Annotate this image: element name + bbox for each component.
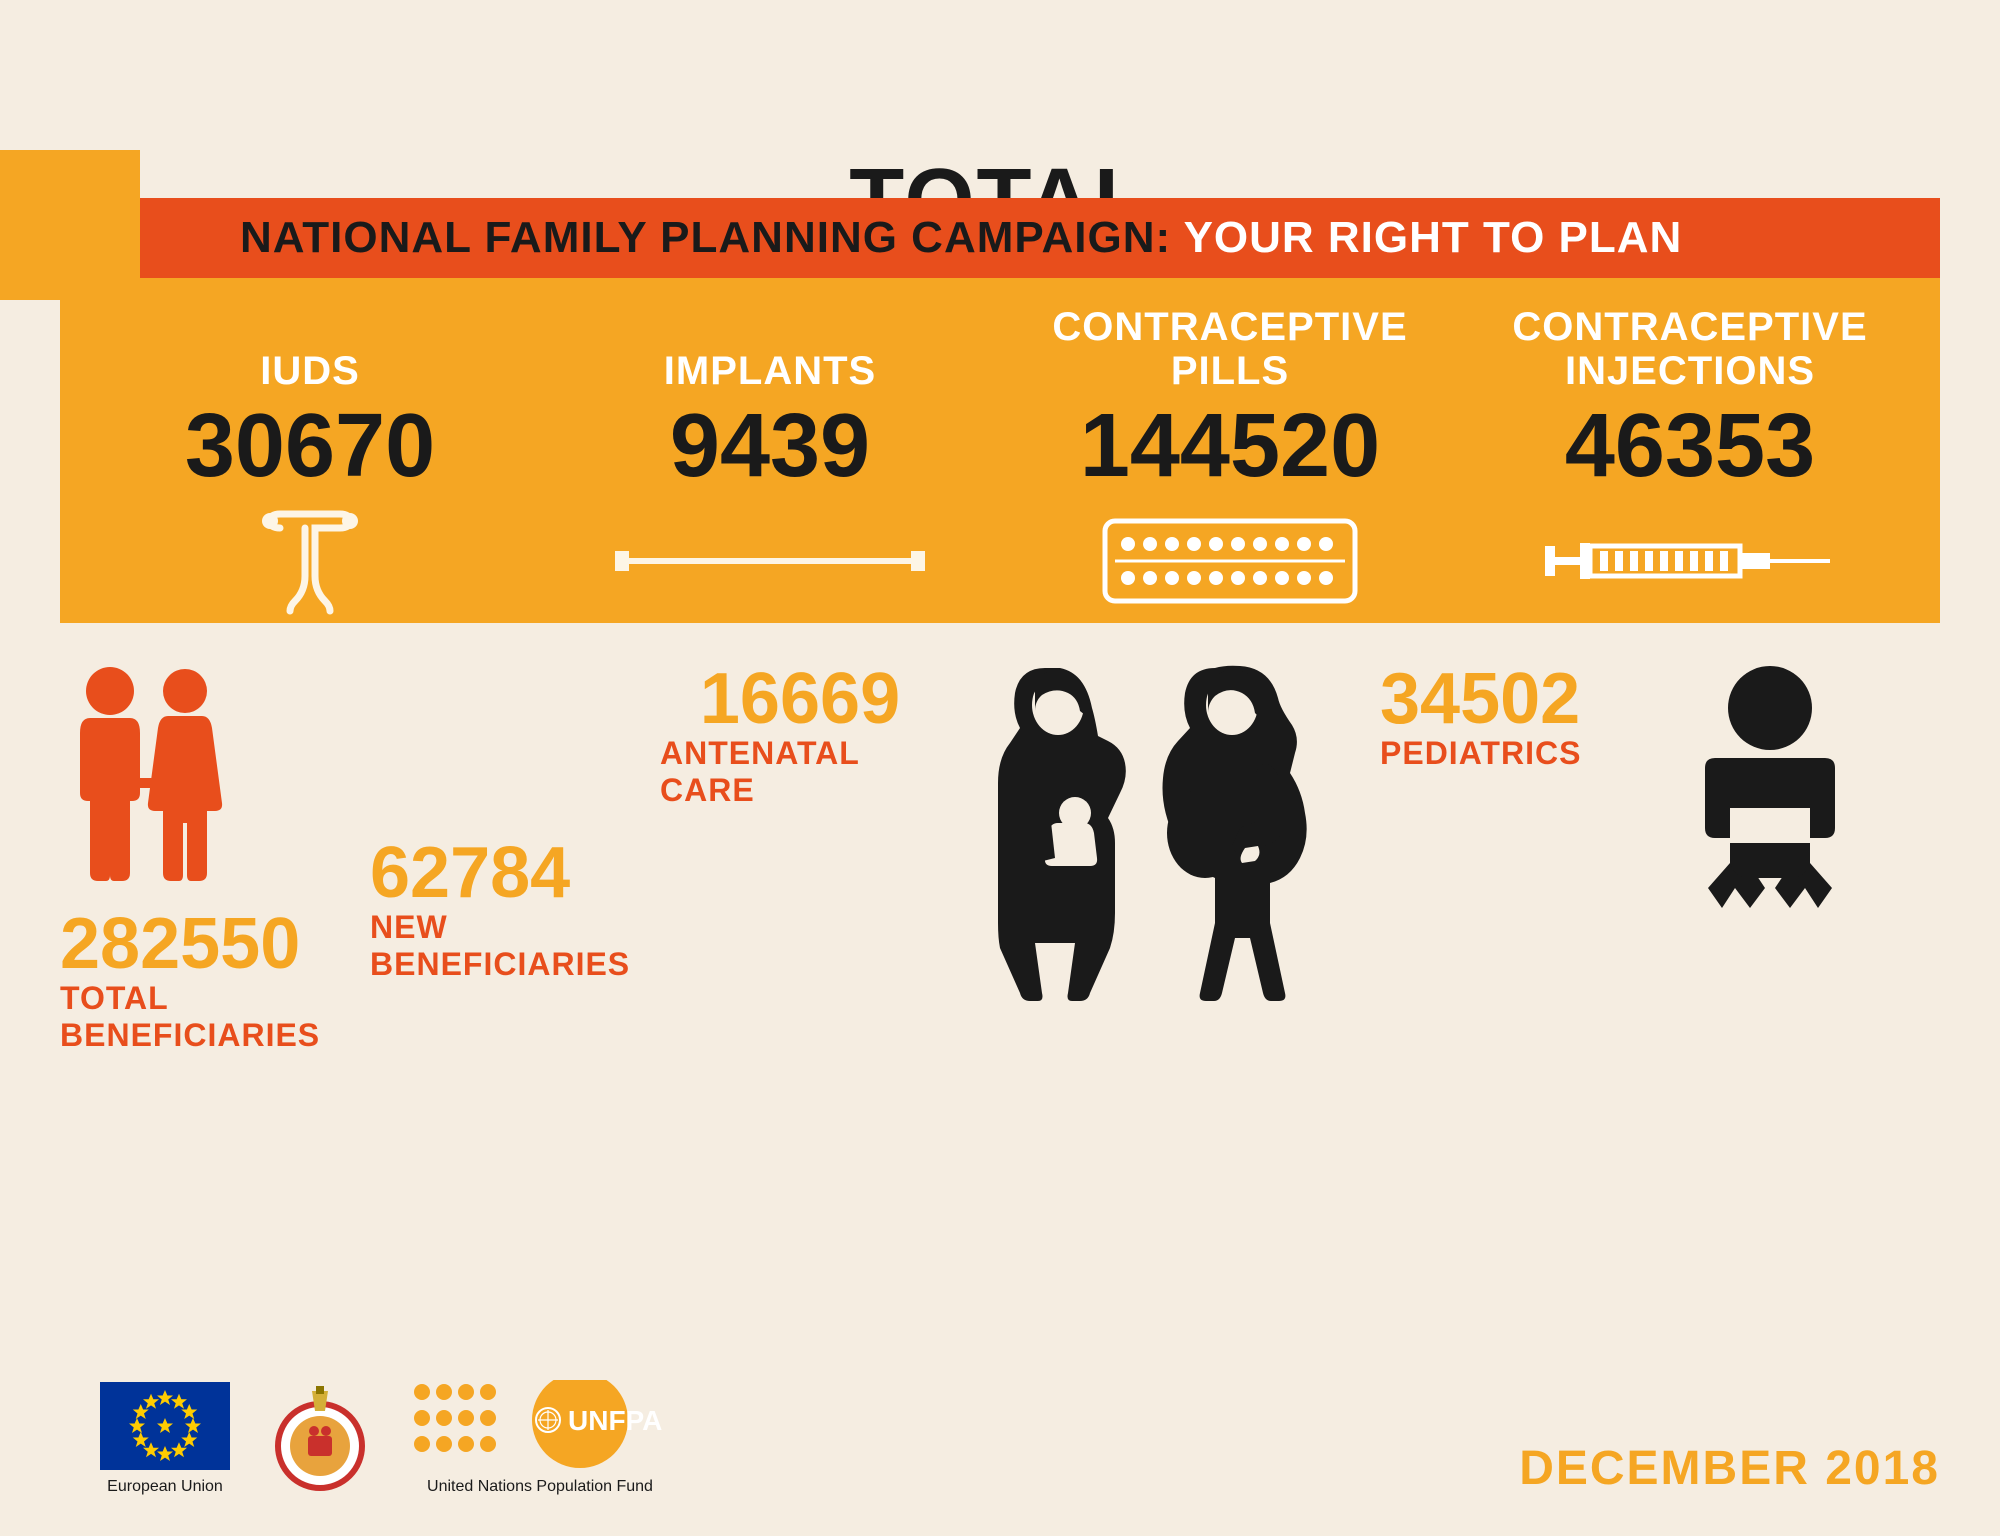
total-beneficiaries-block: 282550 TOTAL BENEFICIARIES <box>60 663 340 1054</box>
couple-icon <box>60 663 240 888</box>
new-beneficiaries-block: 62784 NEW BENEFICIARIES <box>370 663 630 983</box>
total-benef-label: TOTAL BENEFICIARIES <box>60 980 340 1054</box>
antenatal-value: 16669 <box>700 663 900 735</box>
header-part1: NATIONAL FAMILY PLANNING CAMPAIGN: <box>240 213 1184 262</box>
pediatrics-label: PEDIATRICS <box>1380 735 1581 772</box>
new-benef-label: NEW BENEFICIARIES <box>370 909 630 983</box>
unfpa-logo: UNFPA United Nations Population Fund <box>410 1380 670 1496</box>
pediatrics-block: 34502 PEDIATRICS <box>1380 663 1640 772</box>
stat-value: 46353 <box>1460 401 1920 491</box>
stats-band: IUDS 30670 IMPLANTS 9439 CONTRACEPTIVE P… <box>60 273 1940 623</box>
eu-flag-icon <box>100 1382 230 1470</box>
pills-icon <box>1000 511 1460 611</box>
stat-label: IUDS <box>80 303 540 393</box>
eu-logo: European Union <box>100 1382 230 1496</box>
logos-row: European Union <box>100 1380 670 1496</box>
pediatrics-value: 34502 <box>1380 663 1580 735</box>
unfpa-caption: United Nations Population Fund <box>427 1478 653 1496</box>
date-label: DECEMBER 2018 <box>1519 1441 1940 1496</box>
stat-value: 144520 <box>1000 401 1460 491</box>
header-part2: YOUR RIGHT TO PLAN <box>1184 213 1683 262</box>
stat-injections: CONTRACEPTIVE INJECTIONS 46353 <box>1460 303 1920 611</box>
pregnant-women-icon <box>970 663 1350 1003</box>
antenatal-block: 16669 ANTENATAL CARE <box>660 663 940 809</box>
total-benef-value: 282550 <box>60 908 300 980</box>
iud-icon <box>80 511 540 611</box>
implant-icon <box>540 511 1000 611</box>
stat-label: CONTRACEPTIVE PILLS <box>1000 303 1460 393</box>
footer: European Union <box>100 1380 1940 1496</box>
stat-value: 30670 <box>80 401 540 491</box>
ministry-logo <box>270 1386 370 1496</box>
lower-section: 282550 TOTAL BENEFICIARIES 62784 NEW BEN… <box>60 663 1940 1023</box>
eu-caption: European Union <box>107 1478 223 1496</box>
unfpa-text: UNFPA <box>568 1405 662 1436</box>
header-title: NATIONAL FAMILY PLANNING CAMPAIGN: YOUR … <box>240 213 1682 263</box>
stat-pills: CONTRACEPTIVE PILLS 144520 <box>1000 303 1460 611</box>
ministry-emblem-icon <box>270 1386 370 1496</box>
baby-icon <box>1670 663 1870 923</box>
unfpa-logo-icon: UNFPA <box>410 1380 670 1470</box>
syringe-icon <box>1460 511 1920 611</box>
new-benef-value: 62784 <box>370 837 630 909</box>
header-bar: NATIONAL FAMILY PLANNING CAMPAIGN: YOUR … <box>140 198 1940 278</box>
antenatal-label: ANTENATAL CARE <box>660 735 940 809</box>
stat-implants: IMPLANTS 9439 <box>540 303 1000 611</box>
stat-iuds: IUDS 30670 <box>80 303 540 611</box>
stat-label: IMPLANTS <box>540 303 1000 393</box>
orange-accent-tab <box>0 150 140 300</box>
stat-label: CONTRACEPTIVE INJECTIONS <box>1460 303 1920 393</box>
stat-value: 9439 <box>540 401 1000 491</box>
